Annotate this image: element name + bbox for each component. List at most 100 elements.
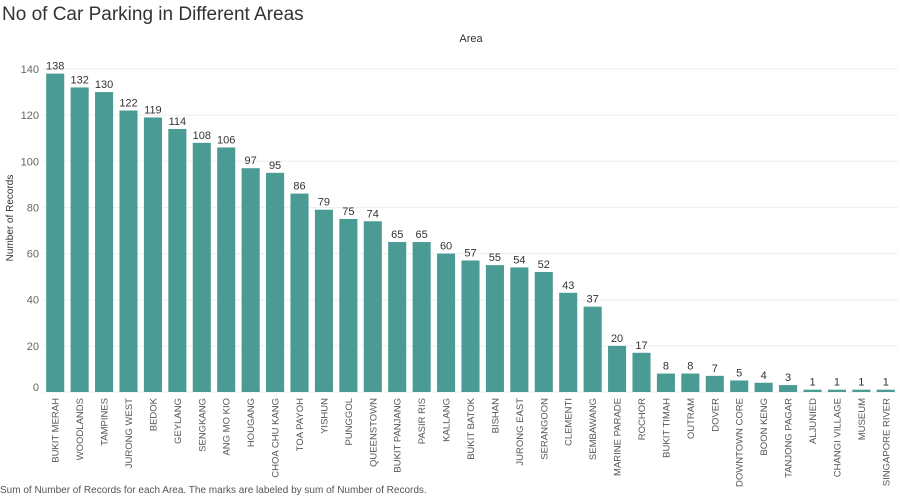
x-tick-label: SERANGOON [539,398,550,460]
x-tick-label: DOVER [710,398,721,432]
bar [681,373,700,392]
data-label: 60 [440,241,452,253]
bar [583,306,602,392]
bar [388,242,407,392]
bar [754,382,773,392]
x-tick-label: ROCHOR [637,398,648,440]
x-tick-label: CLEMENTI [564,398,575,446]
bar [779,385,798,392]
y-axis-ticks: 0 20 40 60 80 100 120 140 [21,64,39,394]
data-label: 65 [391,229,403,241]
y-tick-label: 80 [27,202,39,214]
data-label: 65 [416,229,428,241]
bar [461,260,480,392]
data-label: 5 [736,367,742,379]
data-label: 52 [538,259,550,271]
data-label: 1 [809,377,815,389]
data-label: 132 [70,74,88,86]
x-tick-label: QUEENSTOWN [368,398,379,467]
y-tick-label: 40 [27,295,39,307]
bar [143,117,162,392]
data-label: 1 [858,377,864,389]
column-header: Area [459,33,483,45]
data-label: 108 [193,130,211,142]
bar [119,110,138,393]
bar [46,73,65,392]
x-tick-label: KALLANG [442,398,453,442]
data-label: 43 [562,280,574,292]
bar [363,221,382,392]
data-label: 17 [635,340,647,352]
bar [656,373,675,392]
data-label: 20 [611,333,623,345]
data-label: 75 [342,206,354,218]
bar [168,128,187,392]
x-tick-label: CHANGI VILLAGE [832,398,843,477]
x-tick-label: BEDOK [148,397,159,431]
x-tick-label: MUSEUM [857,398,868,440]
x-tick-label: SEMBAWANG [588,398,599,460]
data-label: 3 [785,372,791,384]
bar [314,209,333,392]
x-tick-label: BUKIT MERAH [51,398,62,463]
bar [730,380,749,392]
data-label: 7 [712,363,718,375]
x-tick-label: BUKIT TIMAH [661,398,672,458]
bar [437,253,456,392]
data-label: 86 [293,181,305,193]
data-label: 119 [144,104,162,116]
bar [70,87,89,392]
x-tick-label: ALJUNIED [808,398,819,444]
y-axis-label: Number of Records [5,175,16,262]
bar [192,142,211,392]
bar [632,352,651,392]
bar [803,389,822,392]
chart-caption: Sum of Number of Records for each Area. … [0,485,427,496]
bar [559,292,578,392]
bar [290,193,309,392]
data-label: 1 [834,377,840,389]
bar [534,272,553,392]
x-tick-label: PASIR RIS [417,398,428,444]
data-label: 130 [95,79,113,91]
x-tick-label: SENGKANG [197,398,208,452]
bar [608,345,627,392]
x-tick-label: HOUGANG [246,398,257,447]
bar [412,242,431,392]
bar [485,265,504,392]
x-tick-label: BOON KENG [759,398,770,456]
data-label: 106 [217,134,235,146]
x-tick-label: TOA PAYOH [295,398,306,451]
x-tick-label: YISHUN [319,398,330,434]
x-tick-label: JURONG WEST [124,398,135,468]
data-label: 97 [245,155,257,167]
y-tick-label: 140 [21,64,39,76]
x-axis-ticks: BUKIT MERAH WOODLANDS TAMPINES JURONG WEST B… [51,397,893,487]
x-tick-label: BUKIT PANJANG [393,398,404,473]
data-label: 138 [46,61,64,73]
x-tick-label: DOWNTOWN CORE [735,398,746,487]
y-tick-label: 120 [21,110,39,122]
x-tick-label: BISHAN [490,398,501,434]
data-label: 114 [169,116,187,128]
bar [852,389,871,392]
data-label: 1 [883,377,889,389]
y-tick-label: 20 [27,341,39,353]
x-tick-label: JURONG EAST [515,398,526,466]
x-tick-label: PUNGGOL [344,398,355,446]
data-label: 95 [269,160,281,172]
bar [827,389,846,392]
x-tick-label: WOODLANDS [75,398,86,460]
data-label: 57 [464,247,476,259]
data-label: 8 [663,361,669,373]
x-tick-label: OUTRAM [686,398,697,439]
x-tick-label: TANJONG PAGAR [784,398,795,478]
x-tick-label: CHOA CHU KANG [271,398,282,478]
bar [339,218,358,392]
data-label: 54 [513,254,525,266]
bar [95,92,114,393]
bar [217,147,236,392]
x-tick-label: BUKIT BATOK [466,397,477,459]
data-label: 37 [587,294,599,306]
